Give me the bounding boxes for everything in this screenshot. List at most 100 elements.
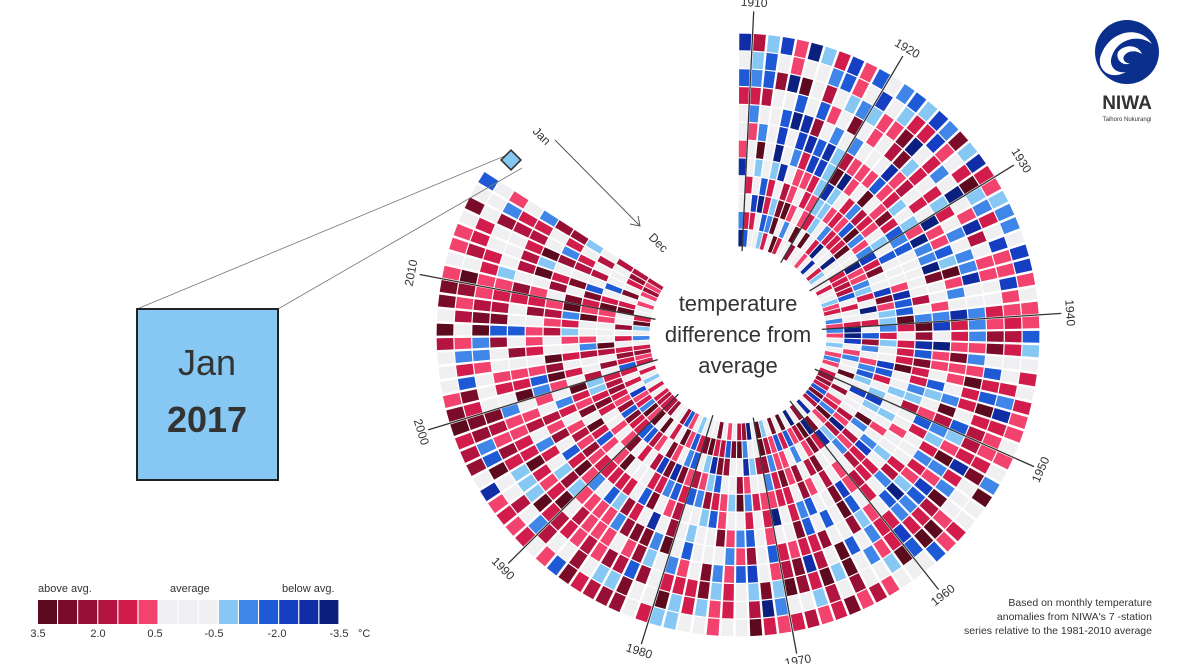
heatmap-cell [929, 165, 950, 184]
heatmap-cell [579, 321, 597, 329]
heatmap-cell [759, 232, 768, 251]
heatmap-cell [773, 144, 784, 163]
heatmap-cell [878, 353, 896, 363]
heatmap-cell [662, 479, 676, 498]
heatmap-cell [757, 123, 768, 142]
heatmap-cell [945, 521, 966, 542]
heatmap-cell [996, 263, 1015, 278]
heatmap-cell [865, 265, 884, 279]
heatmap-cell [864, 427, 883, 443]
heatmap-cell [786, 427, 799, 445]
heatmap-cell [671, 403, 685, 419]
heatmap-cell [719, 494, 728, 512]
heatmap-cell [676, 466, 689, 484]
heatmap-cell [790, 250, 804, 266]
brand-tagline: Taihoro Nukurangi [1103, 117, 1152, 123]
heatmap-cell [895, 83, 915, 105]
legend-tick-3: -0.5 [205, 628, 224, 640]
heatmap-cell [633, 315, 651, 323]
heatmap-cell [970, 414, 990, 430]
heatmap-cell [966, 295, 985, 308]
heatmap-cell [815, 404, 832, 420]
heatmap-cell [772, 181, 783, 199]
heatmap-cell [951, 331, 969, 341]
heatmap-cell [730, 459, 736, 476]
heatmap-cell [685, 431, 697, 449]
heatmap-cell [620, 295, 638, 305]
heatmap-cell [669, 423, 683, 440]
heatmap-cell [676, 559, 690, 578]
heatmap-cell [623, 559, 640, 580]
heatmap-cell [637, 361, 655, 371]
heatmap-cell [571, 269, 590, 283]
heatmap-cell [859, 305, 877, 315]
heatmap-cell [535, 393, 554, 407]
heatmap-cell [775, 488, 786, 507]
heatmap-cell [820, 447, 836, 464]
heatmap-cell [875, 367, 893, 378]
heatmap-cell [803, 135, 818, 154]
heatmap-cell [588, 383, 607, 396]
heatmap-cell [843, 343, 861, 351]
heatmap-cell [892, 523, 912, 544]
heatmap-cell [581, 357, 599, 366]
heatmap-cell [696, 453, 707, 472]
heatmap-cell [755, 457, 763, 475]
heatmap-cell [649, 531, 664, 551]
heatmap-cell [568, 277, 587, 290]
heatmap-cell [892, 150, 911, 170]
heatmap-cell [496, 213, 517, 231]
heatmap-cell [787, 595, 802, 614]
heatmap-cell [895, 355, 914, 366]
heatmap-cell [841, 354, 860, 362]
heatmap-cell [934, 244, 954, 260]
legend-swatch [78, 600, 98, 624]
heatmap-cell [858, 299, 876, 309]
heatmap-cell [622, 371, 640, 382]
heatmap-cell [750, 194, 758, 212]
heatmap-cell [1004, 344, 1022, 357]
heatmap-cell [672, 576, 686, 595]
heatmap-cell [467, 414, 487, 430]
heatmap-cell [588, 276, 606, 288]
heatmap-cell [794, 39, 810, 59]
heatmap-cell [843, 594, 861, 615]
heatmap-cell [1021, 301, 1039, 315]
heatmap-cell [751, 69, 763, 87]
heatmap-cell [642, 286, 660, 298]
heatmap-cell [649, 453, 664, 471]
heatmap-cell [632, 335, 650, 341]
heatmap-cell [552, 387, 571, 401]
heatmap-cell [827, 211, 844, 229]
heatmap-cell [802, 393, 818, 408]
heatmap-cell [904, 537, 924, 557]
heatmap-cell [1013, 258, 1033, 274]
heatmap-cell [843, 450, 860, 468]
heatmap-cell [579, 313, 598, 322]
heatmap-cell [966, 426, 986, 442]
heatmap-cell [688, 561, 701, 580]
heatmap-cell [836, 406, 853, 422]
heatmap-cell [710, 582, 722, 601]
heatmap-cell [524, 200, 544, 218]
heatmap-cell [873, 538, 892, 559]
heatmap-cell [927, 459, 947, 477]
heatmap-cell [790, 56, 805, 76]
heatmap-cell [600, 506, 618, 526]
heatmap-cell [490, 325, 507, 336]
heatmap-cell [897, 340, 915, 349]
legend-swatch [299, 600, 319, 624]
heatmap-cell [842, 227, 860, 244]
heatmap-cell [811, 408, 828, 424]
heatmap-cell [787, 503, 800, 522]
heatmap-cell [766, 417, 777, 435]
heatmap-cell [554, 263, 573, 277]
heatmap-cell [493, 370, 512, 384]
heatmap-cell [911, 294, 930, 306]
heatmap-cell [951, 164, 972, 184]
heatmap-cell [895, 179, 914, 198]
heatmap-cell [669, 463, 683, 481]
heatmap-cell [790, 484, 803, 502]
zoom-line-left [136, 154, 508, 310]
heatmap-cell [647, 472, 662, 490]
